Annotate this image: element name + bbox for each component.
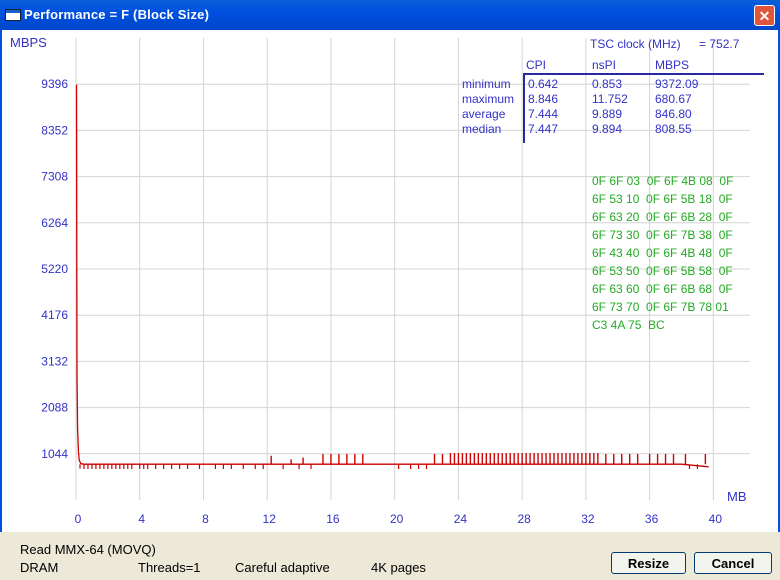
x-tick-label: 32 xyxy=(581,512,595,526)
x-tick-label: 28 xyxy=(517,512,531,526)
x-tick-label: 4 xyxy=(138,512,145,526)
mbps-minimum: 9372.09 xyxy=(655,77,699,91)
y-tick-label: 9396 xyxy=(41,77,68,91)
mode-label: Careful adaptive xyxy=(235,560,330,575)
hex-line: 6F 73 30 0F 6F 7B 38 0F xyxy=(592,228,733,242)
window-title: Performance = F (Block Size) xyxy=(24,7,210,22)
hex-line: 6F 53 50 0F 6F 5B 58 0F xyxy=(592,264,733,278)
hex-line: 6F 63 20 0F 6F 6B 28 0F xyxy=(592,210,733,224)
title-bar: Performance = F (Block Size) ✕ xyxy=(0,0,780,30)
hex-line: 6F 53 10 0F 6F 5B 18 0F xyxy=(592,192,733,206)
cancel-button[interactable]: Cancel xyxy=(694,552,772,574)
grid xyxy=(75,38,750,500)
hex-line: 6F 63 60 0F 6F 6B 68 0F xyxy=(592,282,733,296)
mbps-median: 808.55 xyxy=(655,122,692,136)
hex-line: 6F 73 70 0F 6F 7B 78 01 xyxy=(592,300,729,314)
y-tick-label: 4176 xyxy=(41,308,68,322)
row-label-maximum: maximum xyxy=(462,92,514,106)
header-nspi: nsPI xyxy=(592,58,616,72)
x-tick-label: 36 xyxy=(645,512,659,526)
series-line xyxy=(75,84,709,468)
header-mbps: MBPS xyxy=(655,58,689,72)
nspi-average: 9.889 xyxy=(592,107,622,121)
threads-label: Threads=1 xyxy=(138,560,201,575)
y-tick-labels: 9396 8352 7308 6264 5220 4176 3132 2088 1044 xyxy=(41,77,68,461)
x-tick-label: 12 xyxy=(263,512,277,526)
y-tick-label: 5220 xyxy=(41,262,68,276)
y-tick-label: 2088 xyxy=(41,401,68,415)
cpi-maximum: 8.846 xyxy=(528,92,558,106)
x-tick-label: 20 xyxy=(390,512,404,526)
y-tick-label: 3132 xyxy=(41,354,68,368)
series-group xyxy=(75,84,709,470)
hex-line: 6F 43 40 0F 6F 4B 48 0F xyxy=(592,246,733,260)
row-label-median: median xyxy=(462,122,501,136)
x-tick-label: 16 xyxy=(326,512,340,526)
y-tick-label: 1044 xyxy=(41,447,68,461)
tsc-clock-value: = 752.7 xyxy=(699,37,740,51)
x-axis-label: MB xyxy=(727,489,747,504)
row-label-minimum: minimum xyxy=(462,77,511,91)
pages-label: 4K pages xyxy=(371,560,426,575)
tsc-clock-label: TSC clock (MHz) xyxy=(590,37,681,51)
header-cpi: CPI xyxy=(526,58,546,72)
mbps-maximum: 680.67 xyxy=(655,92,692,106)
x-tick-label: 24 xyxy=(454,512,468,526)
y-tick-label: 7308 xyxy=(41,170,68,184)
footer: Read MMX-64 (MOVQ) DRAM Threads=1 Carefu… xyxy=(0,532,780,580)
mbps-average: 846.80 xyxy=(655,107,692,121)
cpi-minimum: 0.642 xyxy=(528,77,558,91)
plot-area: 9396 8352 7308 6264 5220 4176 3132 2088 1044 0 4 8… xyxy=(0,30,780,532)
x-tick-labels: 0 4 8 12 16 20 24 28 32 36 40 xyxy=(75,512,723,526)
method-label: Read MMX-64 (MOVQ) xyxy=(20,542,156,557)
hex-dump: 0F 6F 03 0F 6F 4B 08 0F 6F 53 10 0F 6F 5… xyxy=(592,174,733,332)
stats-table: TSC clock (MHz) = 752.7 CPI nsPI MBPS mi… xyxy=(462,37,764,143)
y-axis-label: MBPS xyxy=(10,35,47,50)
memory-label: DRAM xyxy=(20,560,59,575)
performance-chart: 9396 8352 7308 6264 5220 4176 3132 2088 1044 0 4 8… xyxy=(10,35,764,526)
x-tick-label: 0 xyxy=(75,512,82,526)
cpi-median: 7.447 xyxy=(528,122,558,136)
y-tick-label: 6264 xyxy=(41,216,68,230)
hex-line: C3 4A 75 BC xyxy=(592,318,665,332)
nspi-median: 9.894 xyxy=(592,122,622,136)
hex-line: 0F 6F 03 0F 6F 4B 08 0F xyxy=(592,174,733,188)
cpi-average: 7.444 xyxy=(528,107,558,121)
x-tick-label: 40 xyxy=(709,512,723,526)
resize-button[interactable]: Resize xyxy=(611,552,686,574)
row-label-average: average xyxy=(462,107,506,121)
nspi-maximum: 11.752 xyxy=(592,92,628,106)
x-tick-label: 8 xyxy=(202,512,209,526)
window-icon xyxy=(5,9,21,21)
nspi-minimum: 0.853 xyxy=(592,77,622,91)
close-button[interactable]: ✕ xyxy=(754,5,775,26)
y-tick-label: 8352 xyxy=(41,123,68,137)
